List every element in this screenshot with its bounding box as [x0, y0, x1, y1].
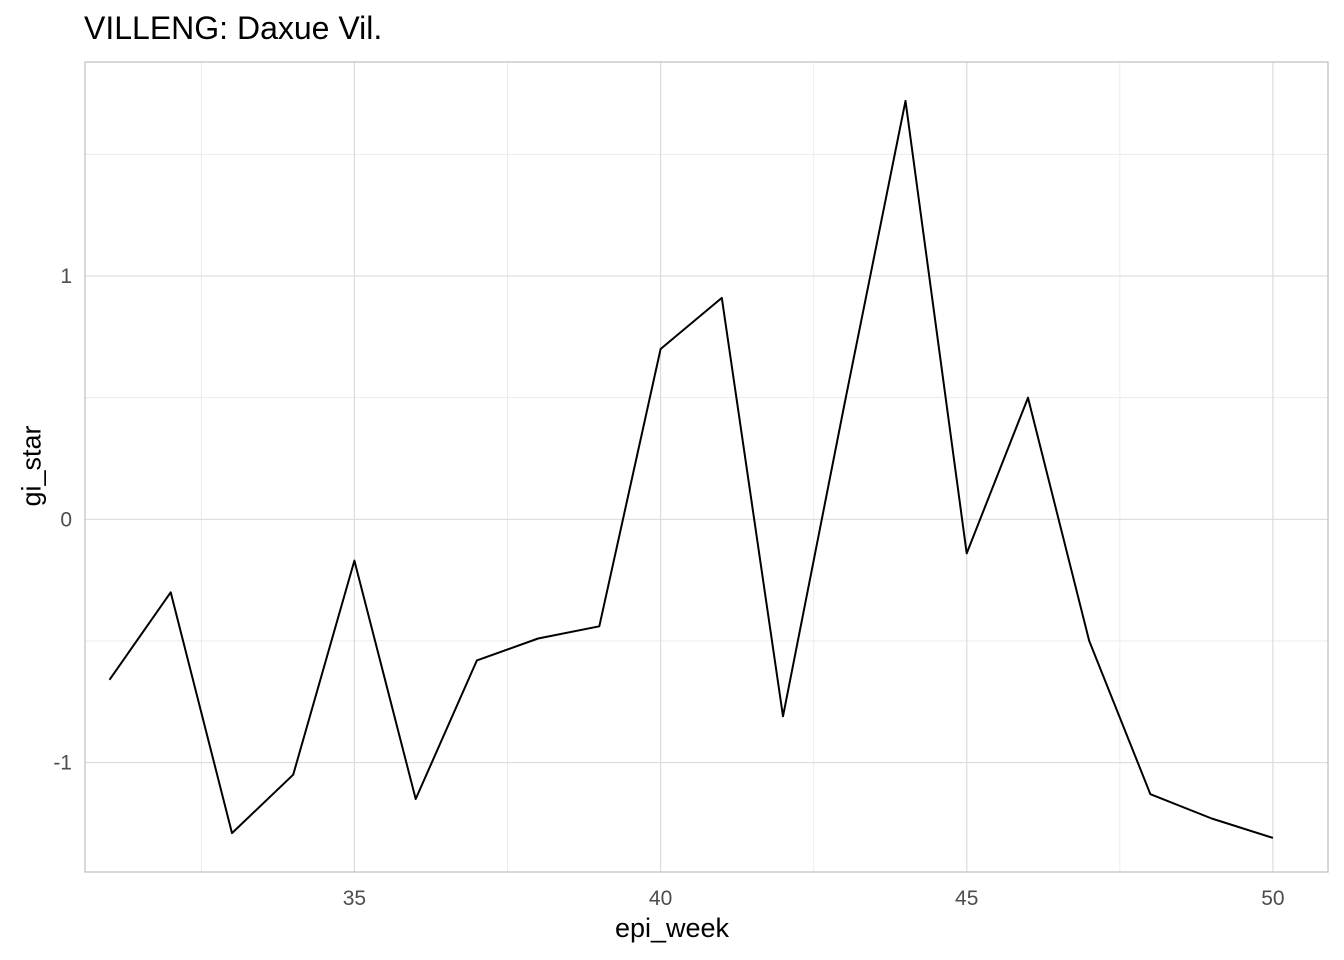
chart-title: VILLENG: Daxue Vil.: [84, 10, 383, 46]
x-tick-label: 50: [1261, 887, 1284, 910]
y-tick-label: 1: [60, 265, 72, 288]
x-axis-label: epi_week: [614, 913, 730, 943]
x-axis-ticks: 35 40 45 50: [343, 887, 1285, 910]
panel-border: [84, 61, 1329, 873]
x-tick-label: 45: [955, 887, 978, 910]
x-tick-label: 40: [649, 887, 672, 910]
y-tick-label: 0: [60, 508, 72, 531]
y-axis-label: gi_star: [16, 425, 47, 507]
y-axis-ticks: -1 0 1: [53, 265, 72, 774]
series-layer: [108, 99, 1274, 839]
x-tick-label: 35: [343, 887, 366, 910]
series-line: [108, 99, 1274, 839]
minor-gridlines: [85, 62, 1328, 872]
major-gridlines: [85, 62, 1328, 872]
y-tick-label: -1: [53, 752, 72, 775]
